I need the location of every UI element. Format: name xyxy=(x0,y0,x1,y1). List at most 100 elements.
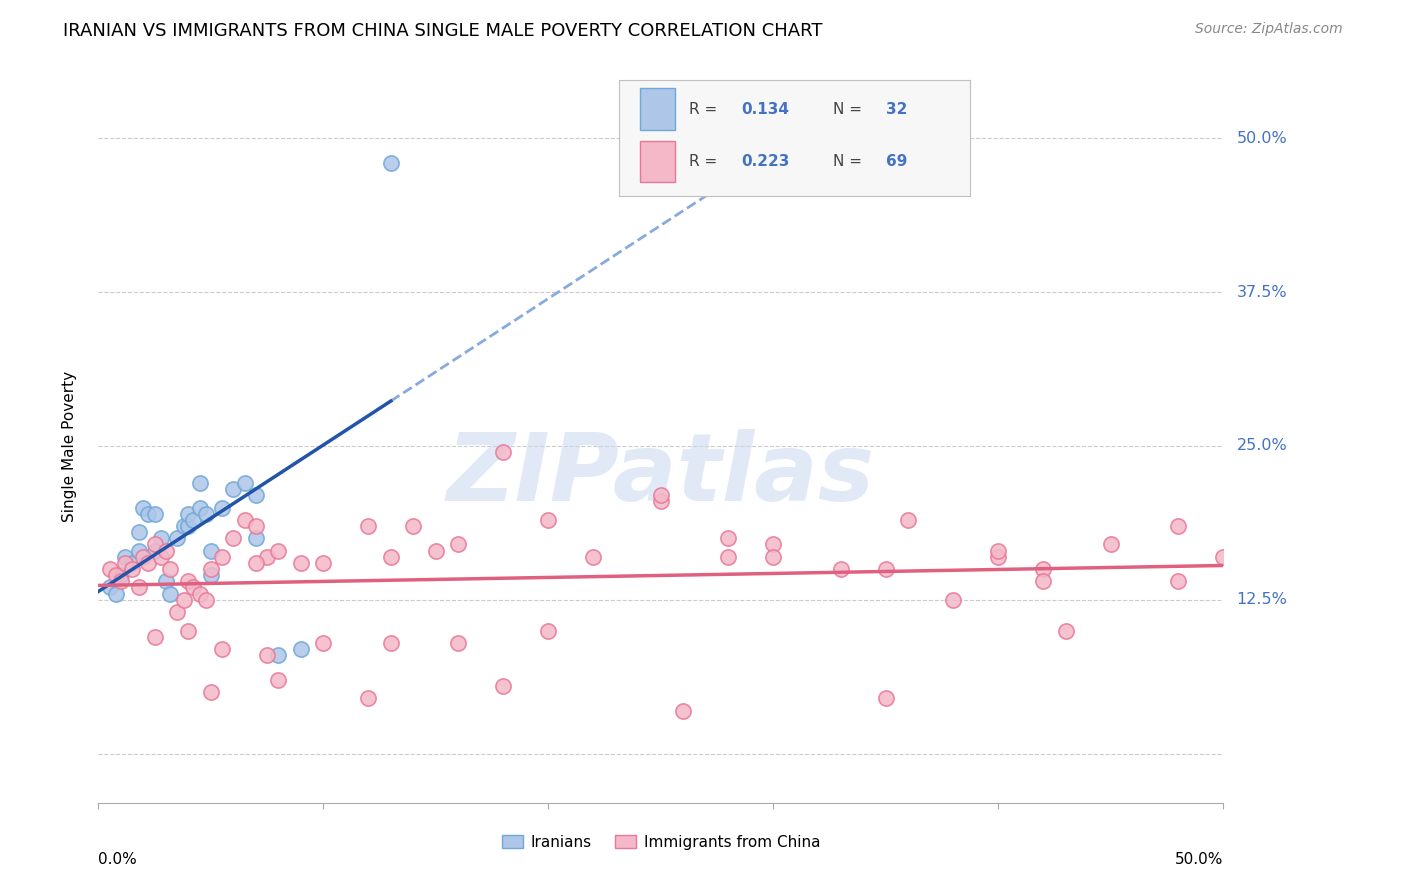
Point xyxy=(166,531,188,545)
Point xyxy=(875,691,897,706)
Point xyxy=(425,543,447,558)
Point xyxy=(245,531,267,545)
Point xyxy=(762,549,785,564)
Point xyxy=(267,648,290,662)
Text: 50.0%: 50.0% xyxy=(1237,131,1288,146)
Point xyxy=(200,568,222,582)
Point xyxy=(312,556,335,570)
Point xyxy=(181,581,204,595)
Point xyxy=(143,507,166,521)
Point xyxy=(177,519,200,533)
Point xyxy=(211,549,233,564)
Point xyxy=(245,488,267,502)
Point xyxy=(245,556,267,570)
Point xyxy=(105,568,128,582)
Point xyxy=(447,636,470,650)
Text: R =: R = xyxy=(689,102,723,117)
Point xyxy=(181,513,204,527)
Point xyxy=(150,549,173,564)
Point xyxy=(110,568,132,582)
Point xyxy=(128,543,150,558)
Point xyxy=(717,549,740,564)
Point xyxy=(256,648,278,662)
Point xyxy=(177,507,200,521)
Text: 32: 32 xyxy=(886,102,907,117)
Point xyxy=(121,562,143,576)
Point xyxy=(98,581,121,595)
Point xyxy=(177,574,200,589)
Point xyxy=(143,630,166,644)
Point xyxy=(159,587,181,601)
Point xyxy=(159,562,181,576)
Text: 25.0%: 25.0% xyxy=(1237,439,1288,453)
Point xyxy=(875,562,897,576)
Text: R =: R = xyxy=(689,154,723,169)
Text: 50.0%: 50.0% xyxy=(1175,852,1223,867)
Point xyxy=(132,500,155,515)
Point xyxy=(267,673,290,687)
Bar xyxy=(640,88,675,130)
Point xyxy=(402,519,425,533)
Text: N =: N = xyxy=(832,154,868,169)
Point xyxy=(650,488,672,502)
Point xyxy=(245,519,267,533)
Point xyxy=(128,581,150,595)
Point xyxy=(650,494,672,508)
Point xyxy=(128,525,150,540)
Point xyxy=(222,531,245,545)
Point xyxy=(173,592,195,607)
Point xyxy=(380,156,402,170)
Text: IRANIAN VS IMMIGRANTS FROM CHINA SINGLE MALE POVERTY CORRELATION CHART: IRANIAN VS IMMIGRANTS FROM CHINA SINGLE … xyxy=(63,22,823,40)
Point xyxy=(136,507,159,521)
Point xyxy=(357,691,380,706)
Point xyxy=(1167,574,1189,589)
Point xyxy=(1054,624,1077,638)
Point xyxy=(233,513,256,527)
Point xyxy=(492,445,515,459)
Point xyxy=(200,543,222,558)
Point xyxy=(177,624,200,638)
Point xyxy=(717,531,740,545)
Point xyxy=(267,543,290,558)
Point xyxy=(143,543,166,558)
Point xyxy=(114,556,136,570)
Text: ZIPatlas: ZIPatlas xyxy=(447,428,875,521)
Text: 0.223: 0.223 xyxy=(742,154,790,169)
Text: 0.0%: 0.0% xyxy=(98,852,138,867)
Point xyxy=(1167,519,1189,533)
Point xyxy=(105,587,128,601)
Point xyxy=(150,531,173,545)
Point xyxy=(1099,537,1122,551)
Point xyxy=(98,562,121,576)
Point xyxy=(136,556,159,570)
Bar xyxy=(640,141,675,182)
Point xyxy=(256,549,278,564)
Point xyxy=(121,556,143,570)
Point xyxy=(1032,562,1054,576)
Point xyxy=(110,574,132,589)
Point xyxy=(188,500,211,515)
Point xyxy=(290,556,312,570)
Text: Source: ZipAtlas.com: Source: ZipAtlas.com xyxy=(1195,22,1343,37)
Point xyxy=(447,537,470,551)
Point xyxy=(987,549,1010,564)
Point xyxy=(155,543,177,558)
Text: 12.5%: 12.5% xyxy=(1237,592,1288,607)
Point xyxy=(942,592,965,607)
Point xyxy=(200,685,222,699)
Point xyxy=(222,482,245,496)
Point xyxy=(200,562,222,576)
Point xyxy=(155,574,177,589)
Point xyxy=(166,605,188,619)
Point xyxy=(582,549,605,564)
Point xyxy=(830,562,852,576)
Point xyxy=(312,636,335,650)
Point xyxy=(143,537,166,551)
Point xyxy=(233,475,256,490)
Point xyxy=(188,587,211,601)
Point xyxy=(132,549,155,564)
Point xyxy=(987,543,1010,558)
Text: N =: N = xyxy=(832,102,868,117)
Text: 0.134: 0.134 xyxy=(742,102,790,117)
Point xyxy=(211,642,233,657)
